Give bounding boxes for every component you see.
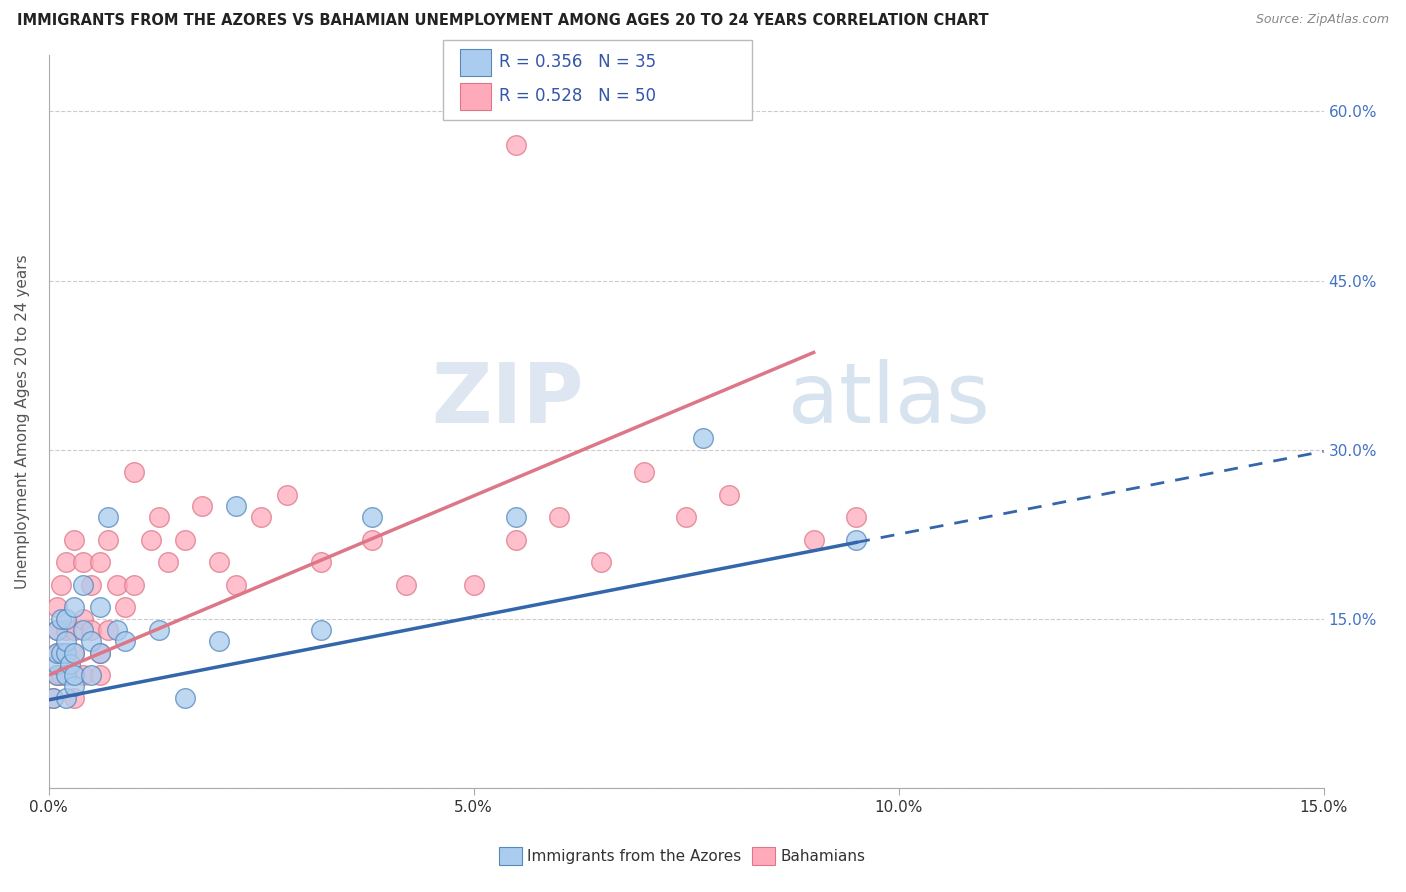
Point (63, 690, 86, 705)
Point (46, 646, 69, 660)
Point (55, 668, 77, 682)
Point (46, 646, 69, 660)
Point (80, 668, 103, 682)
Point (51, 612, 73, 626)
Point (225, 578, 247, 592)
Point (173, 533, 195, 547)
Point (59, 657, 82, 671)
Point (51, 668, 73, 682)
Point (97, 533, 120, 547)
Point (547, 510, 569, 524)
Point (505, 533, 527, 547)
Point (55, 634, 77, 648)
Text: Bahamians: Bahamians (780, 849, 865, 863)
Point (208, 634, 231, 648)
Point (505, 138, 527, 153)
Point (97, 510, 120, 524)
Point (89, 646, 111, 660)
Point (190, 499, 212, 513)
Point (309, 623, 332, 637)
Point (89, 600, 111, 615)
Point (51, 578, 73, 592)
Text: Source: ZipAtlas.com: Source: ZipAtlas.com (1256, 13, 1389, 27)
Point (63, 668, 86, 682)
Point (360, 533, 382, 547)
Point (55, 612, 77, 626)
Text: Immigrants from the Azores: Immigrants from the Azores (527, 849, 741, 863)
Point (250, 510, 273, 524)
Point (55, 646, 77, 660)
Point (46, 657, 69, 671)
Point (42, 690, 65, 705)
Point (675, 510, 697, 524)
Point (395, 578, 418, 592)
Point (89, 668, 111, 682)
Text: atlas: atlas (789, 359, 990, 440)
Point (55, 555, 77, 569)
Point (633, 465, 655, 479)
Point (46, 623, 69, 637)
Point (105, 623, 128, 637)
Point (46, 668, 69, 682)
Text: ZIP: ZIP (432, 359, 583, 440)
Point (55, 646, 77, 660)
Point (173, 690, 195, 705)
Point (72, 623, 94, 637)
Point (717, 488, 740, 502)
Point (51, 646, 73, 660)
Point (80, 578, 103, 592)
Point (225, 499, 247, 513)
Point (845, 533, 868, 547)
Point (122, 465, 145, 479)
Point (148, 510, 170, 524)
Point (208, 555, 231, 569)
Point (63, 646, 86, 660)
Point (360, 510, 382, 524)
Point (309, 555, 332, 569)
Point (72, 668, 94, 682)
Point (72, 612, 94, 626)
Text: R = 0.356   N = 35: R = 0.356 N = 35 (499, 54, 657, 71)
Point (42, 690, 65, 705)
Point (114, 634, 136, 648)
Point (46, 623, 69, 637)
Point (63, 679, 86, 693)
Point (591, 555, 613, 569)
Point (80, 623, 103, 637)
Point (89, 555, 111, 569)
Point (114, 600, 136, 615)
Point (72, 555, 94, 569)
Point (105, 578, 128, 592)
Text: IMMIGRANTS FROM THE AZORES VS BAHAMIAN UNEMPLOYMENT AMONG AGES 20 TO 24 YEARS CO: IMMIGRANTS FROM THE AZORES VS BAHAMIAN U… (17, 13, 988, 29)
Point (46, 668, 69, 682)
Point (89, 646, 111, 660)
Point (148, 623, 170, 637)
Text: R = 0.528   N = 50: R = 0.528 N = 50 (499, 87, 657, 105)
Point (463, 578, 485, 592)
Point (139, 533, 162, 547)
Point (80, 634, 103, 648)
Point (63, 623, 86, 637)
Point (63, 533, 86, 547)
Point (55, 690, 77, 705)
Point (97, 623, 120, 637)
Point (63, 646, 86, 660)
Point (55, 623, 77, 637)
Point (276, 488, 298, 502)
Point (46, 600, 69, 615)
Point (803, 533, 825, 547)
Y-axis label: Unemployment Among Ages 20 to 24 years: Unemployment Among Ages 20 to 24 years (15, 254, 30, 589)
Point (845, 510, 868, 524)
Point (505, 510, 527, 524)
Point (122, 578, 145, 592)
Point (692, 431, 714, 445)
Point (156, 555, 179, 569)
Point (63, 600, 86, 615)
Point (72, 578, 94, 592)
